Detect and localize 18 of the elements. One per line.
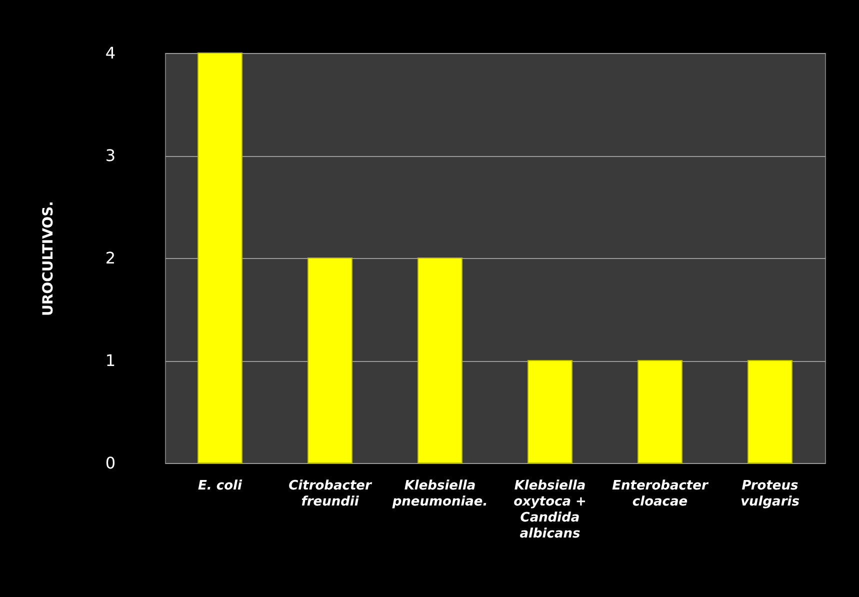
bar bbox=[638, 360, 682, 464]
bar bbox=[308, 258, 352, 464]
y-tick-label: 2 bbox=[105, 248, 116, 268]
x-tick-label: Citrobacter freundii bbox=[288, 478, 373, 510]
x-tick-label: Enterobacter cloacae bbox=[612, 478, 710, 510]
y-tick-label: 4 bbox=[105, 44, 116, 62]
x-tick-label: Klebsiella pneumoniae. bbox=[391, 478, 488, 510]
y-axis-title: UROCULTIVOS. bbox=[40, 201, 56, 316]
x-tick-label: Proteus vulgaris bbox=[740, 478, 800, 510]
bar bbox=[528, 360, 572, 464]
bar bbox=[748, 360, 792, 464]
y-tick-label: 3 bbox=[105, 146, 116, 165]
x-tick-label: Klebsiella oxytoca + Candida albicans bbox=[514, 478, 586, 542]
bar bbox=[198, 52, 242, 464]
y-tick-label: 0 bbox=[105, 454, 116, 472]
x-tick-label: E. coli bbox=[198, 478, 242, 494]
y-tick-label: 1 bbox=[105, 351, 116, 370]
bar bbox=[418, 258, 462, 464]
